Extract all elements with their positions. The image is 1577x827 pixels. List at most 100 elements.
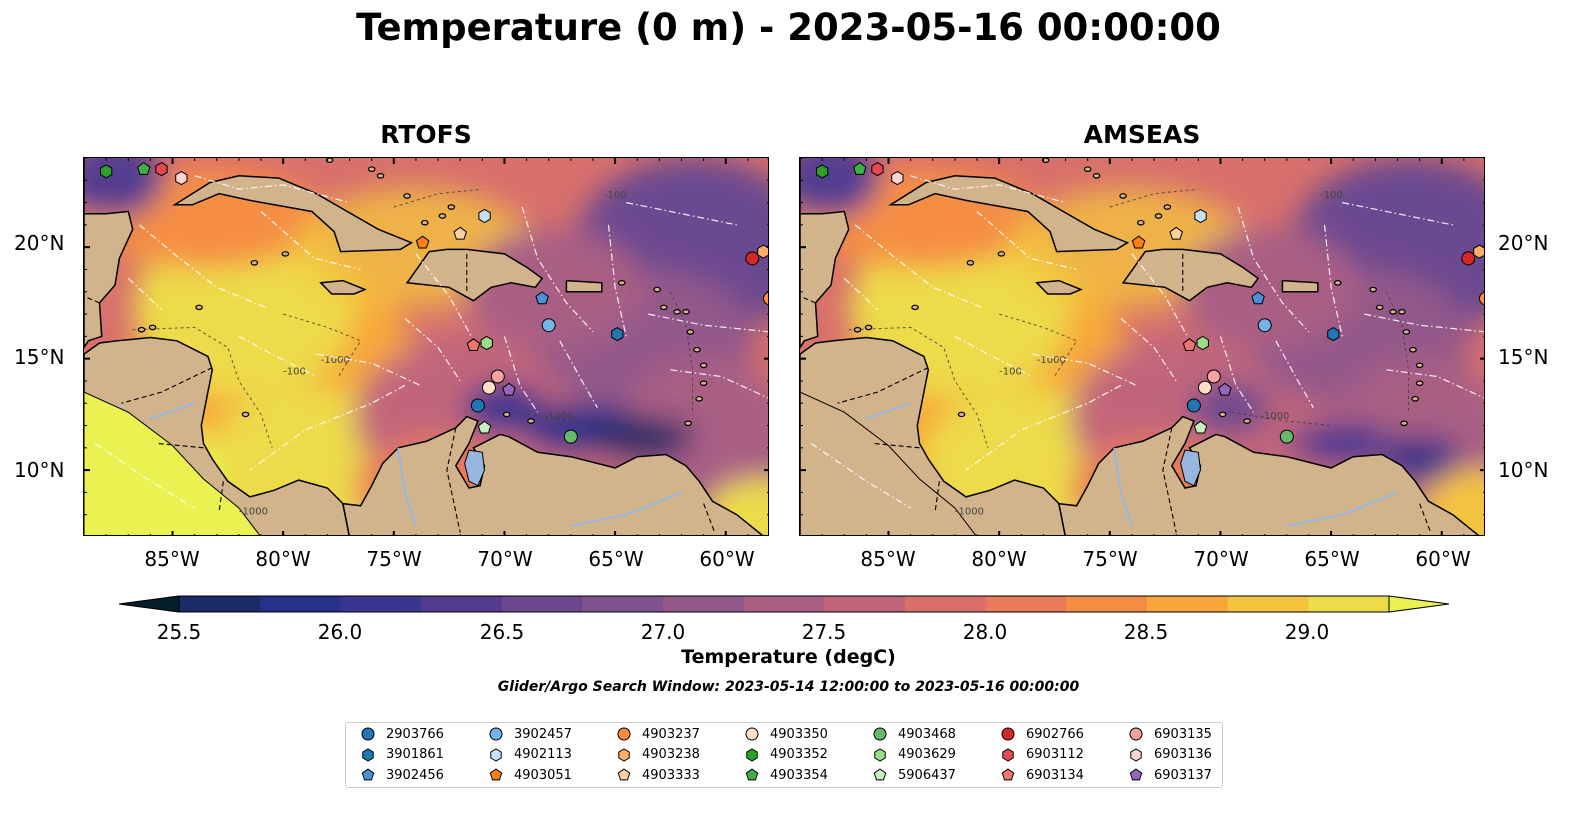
float-marker[interactable]: [155, 162, 168, 177]
float-marker[interactable]: [1182, 338, 1197, 351]
legend-entry: 6902766: [1000, 726, 1084, 742]
float-marker[interactable]: [481, 380, 496, 395]
contour-label: -1000: [544, 411, 573, 422]
colorbar-tick-label: 27.0: [640, 620, 686, 644]
legend-label: 4903051: [514, 767, 572, 783]
float-marker[interactable]: [502, 382, 516, 396]
hexagon-marker-icon: [874, 747, 886, 762]
float-marker[interactable]: [1251, 291, 1265, 305]
legend-label: 6903136: [1154, 747, 1212, 762]
float-marker[interactable]: [871, 162, 884, 177]
contour-label: -1000: [955, 507, 984, 518]
pentagon-marker-icon: [873, 768, 887, 781]
legend-label: 6902766: [1026, 726, 1084, 742]
float-marker[interactable]: [1257, 318, 1272, 333]
legend-entry: 4903333: [616, 767, 700, 783]
float-marker[interactable]: [1206, 369, 1221, 384]
legend-entry: 4903354: [744, 767, 828, 783]
float-marker[interactable]: [1279, 429, 1294, 444]
float-marker[interactable]: [757, 244, 769, 259]
circle-marker-icon: [617, 727, 631, 741]
lon-label: 60°W: [699, 547, 755, 571]
search-window-caption: Glider/Argo Search Window: 2023-05-14 12…: [497, 679, 1080, 695]
hexagon-marker-icon: [1130, 747, 1142, 762]
colorbar-segment: [1147, 596, 1229, 612]
colorbar-tick-label: 25.5: [156, 620, 202, 644]
colorbar-tick-label: 26.0: [317, 620, 363, 644]
contour-label: -100: [604, 190, 627, 201]
float-marker[interactable]: [453, 226, 467, 240]
hexagon-marker-icon: [362, 747, 374, 762]
colorbar-tick-label: 28.0: [962, 620, 1008, 644]
legend-label: 3902457: [514, 726, 572, 742]
float-marker[interactable]: [853, 161, 867, 175]
float-marker[interactable]: [466, 338, 481, 351]
lon-label: 65°W: [1304, 547, 1360, 571]
float-marker[interactable]: [1197, 380, 1212, 395]
float-marker[interactable]: [763, 291, 770, 306]
colorbar-segment: [259, 596, 341, 612]
lat-label: 10°N: [14, 458, 65, 482]
map-panel-amseas[interactable]: -100 -1000 -1000 -100 -1000: [799, 157, 1485, 536]
map-panel-rtofs[interactable]: -100 -1000 -1000 -100 -1000: [83, 157, 769, 536]
float-marker[interactable]: [535, 291, 549, 305]
legend-label: 4903354: [770, 767, 828, 783]
legend-label: 5906437: [898, 767, 956, 783]
legend-label: 4903629: [898, 747, 956, 762]
lon-label: 85°W: [144, 547, 200, 571]
panel-title-amseas: AMSEAS: [1083, 120, 1201, 149]
float-marker[interactable]: [1218, 382, 1232, 396]
lon-label: 80°W: [971, 547, 1027, 571]
legend-entry: 3902457: [488, 726, 572, 742]
float-marker[interactable]: [100, 164, 113, 179]
contour-label: -1000: [321, 355, 350, 366]
float-marker[interactable]: [477, 420, 492, 434]
float-marker[interactable]: [563, 429, 578, 444]
float-marker[interactable]: [175, 171, 188, 186]
lon-label: 75°W: [1082, 547, 1138, 571]
legend-entry: 6903112: [1000, 747, 1084, 763]
circle-marker-icon: [1129, 727, 1143, 741]
legend-label: 2903766: [386, 726, 444, 742]
float-marker[interactable]: [816, 164, 829, 179]
float-marker[interactable]: [1194, 208, 1207, 224]
float-marker[interactable]: [541, 318, 556, 333]
panel-title-rtofs: RTOFS: [380, 120, 472, 149]
float-marker[interactable]: [1327, 327, 1340, 342]
lon-label: 70°W: [477, 547, 533, 571]
float-legend: 2903766 3901861 3902456 3902457 4902113 49030…: [345, 722, 1223, 788]
float-marker[interactable]: [1169, 226, 1183, 240]
hexagon-marker-icon: [1002, 747, 1014, 762]
pentagon-marker-icon: [1001, 768, 1015, 781]
float-marker[interactable]: [470, 398, 485, 413]
legend-label: 4903468: [898, 726, 956, 742]
float-marker[interactable]: [1193, 420, 1208, 434]
lon-label: 80°W: [255, 547, 311, 571]
float-marker[interactable]: [1473, 244, 1485, 259]
float-marker[interactable]: [1479, 291, 1486, 306]
colorbar-segment: [501, 596, 583, 612]
float-marker[interactable]: [137, 161, 151, 175]
legend-entry: 4903238: [616, 747, 700, 763]
float-marker[interactable]: [611, 327, 624, 342]
legend-entry: 2903766: [360, 726, 444, 742]
colorbar-segment: [905, 596, 987, 612]
float-marker[interactable]: [1461, 251, 1476, 266]
float-marker[interactable]: [1186, 398, 1201, 413]
float-marker[interactable]: [891, 171, 904, 186]
float-marker[interactable]: [745, 251, 760, 266]
colorbar-segment: [340, 596, 422, 612]
colorbar-segment: [1227, 596, 1309, 612]
legend-label: 6903137: [1154, 767, 1212, 783]
float-marker[interactable]: [1131, 235, 1146, 249]
lon-label: 60°W: [1415, 547, 1471, 571]
float-marker[interactable]: [415, 235, 430, 249]
float-marker[interactable]: [1196, 335, 1209, 351]
float-marker[interactable]: [490, 369, 505, 384]
legend-label: 4903333: [642, 767, 700, 783]
pentagon-marker-icon: [489, 768, 503, 781]
legend-entry: 4903350: [744, 726, 828, 742]
float-marker[interactable]: [478, 208, 491, 224]
colorbar-segment: [582, 596, 664, 612]
float-marker[interactable]: [480, 335, 493, 351]
